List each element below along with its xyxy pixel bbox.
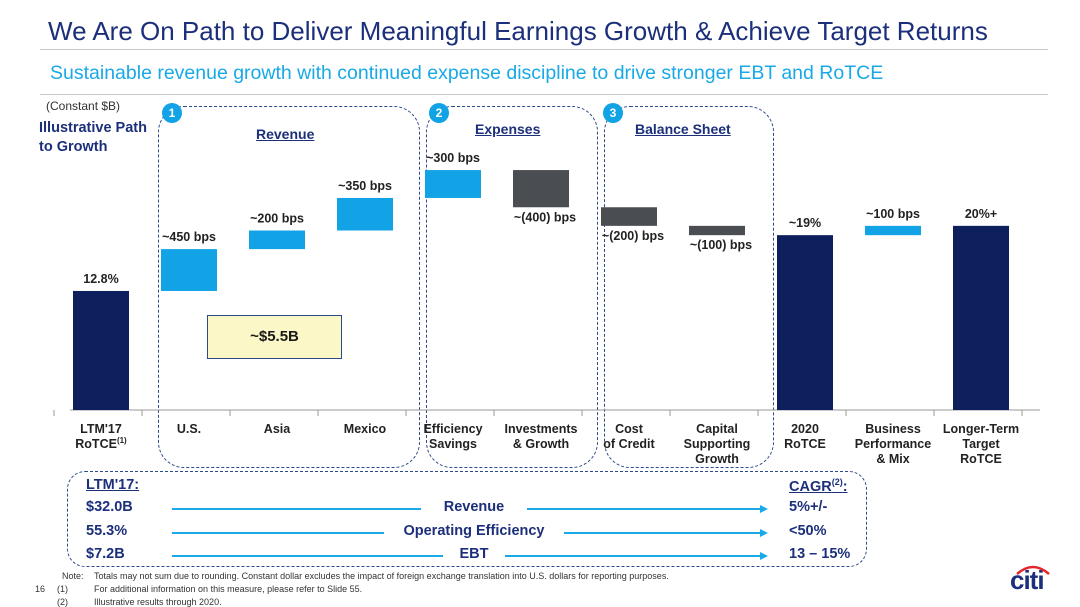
category-label: & Growth [513,437,569,451]
category-label: Business [865,422,921,436]
expenses-section-box [426,106,598,468]
footnote-1-text: For additional information on this measu… [94,584,363,594]
section-title-balance-sheet: Balance Sheet [635,121,731,137]
summary-arrow-line [564,532,760,534]
summary-right-value: <50% [789,523,827,539]
bar-7 [601,207,657,226]
section-number-balance-sheet: 3 [603,103,623,123]
category-label: RoTCE [960,452,1002,466]
bar-value-label: ~300 bps [426,151,480,165]
summary-left-value: $32.0B [86,499,133,515]
subtitle-divider [40,94,1048,95]
category-label: RoTCE(1) [75,436,127,451]
page-title: We Are On Path to Deliver Meaningful Ear… [48,16,988,46]
summary-arrow-line [172,555,443,557]
footnote-2-text: Illustrative results through 2020. [94,597,222,607]
page-subtitle: Sustainable revenue growth with continue… [50,62,884,84]
category-label: Capital [696,422,738,436]
summary-arrow-line [172,532,384,534]
footnote-2-label: (2) [57,597,68,607]
category-label: Savings [429,437,477,451]
bar-8 [689,225,745,236]
summary-metric-label: Operating Efficiency [403,523,545,539]
bar-10 [865,225,921,236]
footnote-1-label: (1) [57,584,68,594]
bar-value-label: ~(200) bps [602,229,664,243]
category-label: LTM'17 [80,422,122,436]
arrow-head-icon [760,504,768,513]
summary-left-value: $7.2B [86,546,125,562]
bar-6 [513,170,569,208]
arrow-head-icon [760,528,768,537]
category-label: Target [962,437,1000,451]
section-number-revenue: 1 [162,103,182,123]
bar-2 [161,249,217,291]
bar-value-label: ~19% [789,216,821,230]
revenue-section-box [158,106,420,468]
section-title-revenue: Revenue [256,126,315,142]
arrow-head-icon [760,551,768,560]
category-label: 2020 [791,422,819,436]
summary-arrow-line [172,508,421,510]
category-label: & Mix [876,452,909,466]
category-label: Supporting [684,437,751,451]
bar-value-label: ~450 bps [162,230,216,244]
summary-arrow-line [527,508,760,510]
balance-sheet-section-box [604,106,774,468]
category-label: Growth [695,452,739,466]
bar-5 [425,170,481,198]
category-label: Performance [855,437,931,451]
summary-box [67,471,867,567]
summary-left-value: 55.3% [86,523,128,539]
category-label: Longer-Term [943,422,1019,436]
category-label: Asia [264,422,291,436]
bar-9 [777,235,833,410]
category-label: of Credit [603,437,655,451]
note-text: Totals may not sum due to rounding. Cons… [94,571,669,581]
revenue-total-annotation: ~$5.5B [207,315,342,359]
citi-logo-arc-icon [1016,565,1050,575]
summary-metric-label: Revenue [443,499,505,515]
section-title-expenses: Expenses [475,121,541,137]
title-divider [40,49,1048,50]
category-label: Efficiency [423,422,482,436]
category-label: Cost [615,422,644,436]
ltm-header: LTM'17: [86,477,140,493]
bar-value-label: 12.8% [83,272,118,286]
bar-value-label: ~350 bps [338,179,392,193]
summary-right-value: 13 – 15% [789,546,851,562]
bar-value-label: ~200 bps [250,212,304,226]
category-label: U.S. [177,422,201,436]
category-label: Investments [505,422,578,436]
bar-value-label: ~(400) bps [514,210,576,224]
cagr-header: CAGR(2): [789,477,848,495]
bar-3 [249,230,305,250]
section-number-expenses: 2 [429,103,449,123]
page-number: 16 [35,584,46,594]
bar-value-label: 20%+ [965,207,997,221]
category-label: Mexico [344,422,387,436]
units-note: (Constant $B) [46,99,121,113]
bar-11 [953,225,1009,410]
category-label: RoTCE [784,437,826,451]
side-label: Illustrative Path to Growth [39,120,147,155]
summary-right-value: 5%+/- [789,499,828,515]
bar-value-label: ~(100) bps [690,238,752,252]
summary-arrow-line [505,555,760,557]
bar-4 [337,197,393,231]
note-label: Note: [62,571,84,581]
bar-value-label: ~100 bps [866,207,920,221]
bar-1 [73,290,129,410]
citi-logo: citi [1010,565,1050,596]
summary-metric-label: EBT [459,546,489,562]
